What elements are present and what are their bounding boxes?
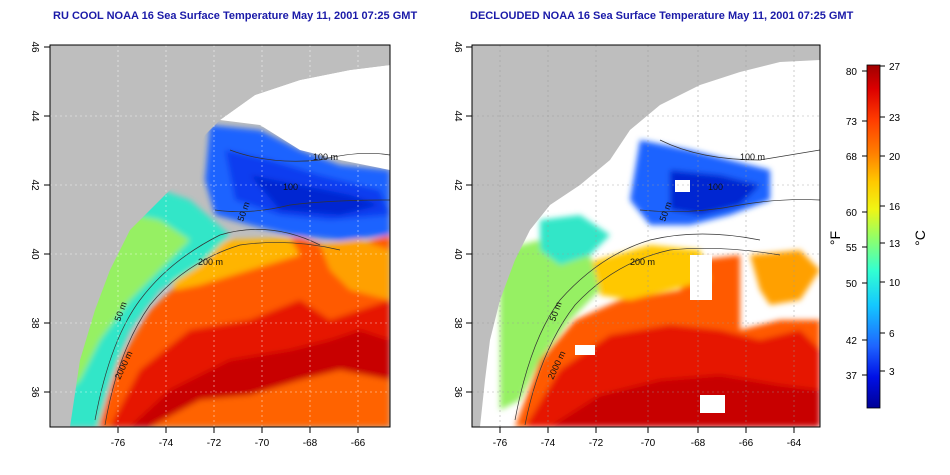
colorbar-fahrenheit-tick: 37 xyxy=(846,371,858,382)
left-axes: -76 -74 -72 -70 -68 -66 46 44 42 40 38 3… xyxy=(29,41,366,449)
left-lat-tick: 46 xyxy=(29,41,40,53)
colorbar-fahrenheit-label: °F xyxy=(827,231,843,245)
left-lon-tick: -72 xyxy=(207,438,222,449)
right-lon-tick: -64 xyxy=(787,438,802,449)
contour-label-200m: 200 m xyxy=(630,257,655,267)
left-lon-tick: -66 xyxy=(351,438,366,449)
right-lon-tick: -66 xyxy=(739,438,754,449)
left-map-frame xyxy=(49,44,391,428)
colorbar-celsius-label: °C xyxy=(912,230,928,246)
contour-label-100: 100 xyxy=(283,182,298,192)
colorbar-fahrenheit-tick: 42 xyxy=(846,336,858,347)
right-map: 100 m 100 50 m 200 m 50 m 2000 m xyxy=(472,45,820,427)
colorbar-celsius-tick: 16 xyxy=(889,202,901,213)
left-lat-tick: 44 xyxy=(29,110,40,122)
left-lat-tick: 38 xyxy=(29,317,40,329)
right-map-frame xyxy=(471,44,821,428)
colorbar-celsius-tick: 13 xyxy=(889,239,901,250)
right-lat-tick: 44 xyxy=(452,110,463,122)
right-lon-tick: -70 xyxy=(641,438,656,449)
colorbar-celsius-tick: 20 xyxy=(889,152,901,163)
right-map-title: DECLOUDED NOAA 16 Sea Surface Temperatur… xyxy=(470,10,854,22)
right-grid xyxy=(472,45,820,427)
right-land-mask xyxy=(472,45,820,427)
right-lon-tick: -68 xyxy=(691,438,706,449)
colorbar-celsius-tick: 10 xyxy=(889,278,901,289)
right-lat-tick: 42 xyxy=(452,179,463,191)
colorbar-celsius-tick: 23 xyxy=(889,113,901,124)
left-lon-tick: -68 xyxy=(303,438,318,449)
right-lat-tick: 38 xyxy=(452,317,463,329)
right-sst-field xyxy=(500,140,820,427)
left-lon-tick: -76 xyxy=(111,438,126,449)
colorbar-fahrenheit-tick: 50 xyxy=(846,279,858,290)
right-lon-tick: -74 xyxy=(541,438,556,449)
colorbar-fahrenheit-tick: 55 xyxy=(846,243,858,254)
left-land-mask xyxy=(50,45,390,427)
right-lon-tick: -76 xyxy=(493,438,508,449)
right-lat-tick: 40 xyxy=(452,248,463,260)
colorbar-gradient xyxy=(866,64,881,409)
left-lat-tick: 40 xyxy=(29,248,40,260)
right-bathymetry-contours xyxy=(514,139,820,426)
colorbar-fahrenheit-tick: 68 xyxy=(846,152,858,163)
left-map-title: RU COOL NOAA 16 Sea Surface Temperature … xyxy=(53,10,418,22)
left-lat-tick: 36 xyxy=(29,386,40,398)
colorbar-fahrenheit-tick: 60 xyxy=(846,208,858,219)
contour-label-100m: 100 m xyxy=(740,152,765,162)
colorbar-celsius-tick: 6 xyxy=(889,329,895,340)
colorbar: 80 73 68 60 55 50 42 37 27 23 20 16 13 1… xyxy=(827,62,928,409)
right-lat-tick: 46 xyxy=(452,41,463,53)
right-lon-tick: -72 xyxy=(589,438,604,449)
contour-label-100m: 100 m xyxy=(313,152,338,162)
colorbar-celsius-tick: 3 xyxy=(889,367,895,378)
left-lon-tick: -70 xyxy=(255,438,270,449)
left-cloud-patch xyxy=(220,65,390,170)
left-grid xyxy=(50,45,390,427)
right-cloud-holes xyxy=(575,180,725,413)
left-map: 100 m 100 50 m 200 m 50 m 2000 m xyxy=(50,45,390,427)
contour-label-100: 100 xyxy=(708,182,723,192)
colorbar-celsius-tick: 27 xyxy=(889,62,901,73)
colorbar-fahrenheit-tick: 80 xyxy=(846,67,858,78)
right-lat-tick: 36 xyxy=(452,386,463,398)
colorbar-fahrenheit-tick: 73 xyxy=(846,117,858,128)
left-bathymetry-contours xyxy=(94,149,390,426)
contour-label-200m: 200 m xyxy=(198,257,223,267)
left-lat-tick: 42 xyxy=(29,179,40,191)
right-axes: -76 -74 -72 -70 -68 -66 -64 46 44 42 40 … xyxy=(452,41,802,449)
left-lon-tick: -74 xyxy=(159,438,174,449)
